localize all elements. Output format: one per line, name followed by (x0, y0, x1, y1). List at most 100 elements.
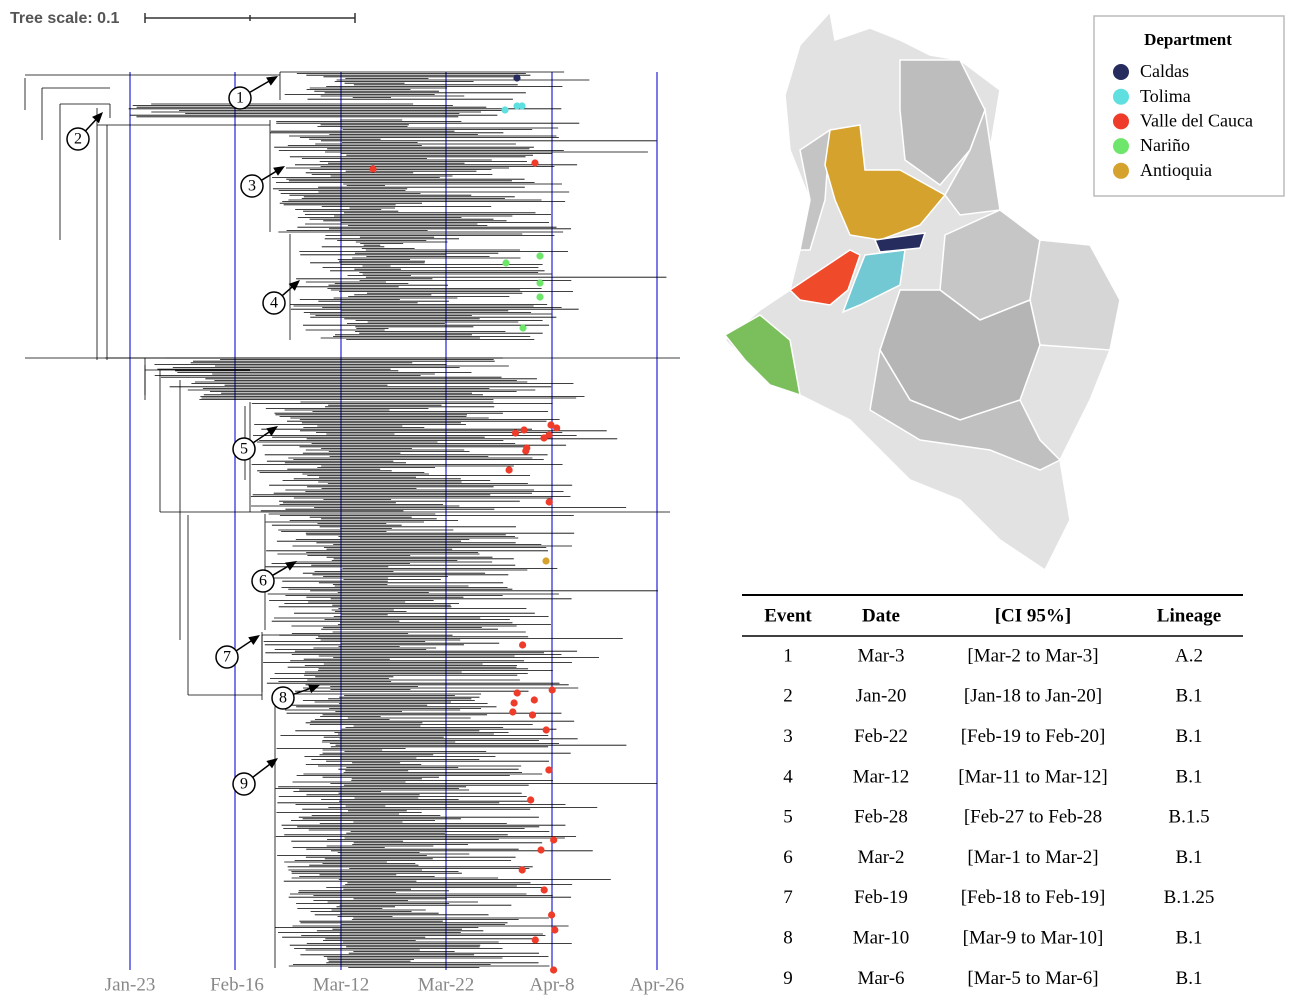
table-cell: A.2 (1175, 645, 1203, 666)
event-circle (66, 127, 90, 151)
sample-dot (545, 498, 553, 506)
table-cell: Mar-12 (853, 766, 910, 787)
table-cell: Feb-22 (854, 726, 908, 747)
event-number: 5 (240, 441, 248, 458)
event-arrowhead (248, 635, 260, 646)
event-circle (215, 645, 239, 669)
sample-dot (540, 434, 548, 442)
event-circle (240, 174, 264, 198)
event-arrowhead (92, 112, 103, 124)
event-number: 8 (279, 690, 287, 707)
legend-title: Department (1144, 30, 1232, 49)
table-cell: Jan-20 (856, 686, 907, 707)
tolima (841, 249, 906, 314)
sample-dot (509, 708, 517, 716)
sample-dot (531, 159, 539, 167)
table-cell: 8 (783, 927, 793, 948)
sample-dot (548, 686, 556, 694)
event-circle (232, 772, 256, 796)
sample-dot (518, 866, 526, 874)
table-cell: [Mar-9 to Mar-10] (963, 927, 1104, 948)
table-cell: B.1.25 (1164, 887, 1215, 908)
table-cell: Mar-6 (857, 968, 904, 989)
event-number: 4 (270, 295, 278, 312)
table-cell: B.1.5 (1168, 807, 1209, 828)
table-cell: [Jan-18 to Jan-20] (964, 686, 1102, 707)
event-arrow (293, 686, 313, 696)
sample-dot (519, 324, 527, 332)
table-cell: Mar-10 (853, 927, 910, 948)
event-arrowhead (308, 684, 320, 694)
table: Event Date [CI 95%] Lineage 1 Mar-3 [Mar-2 to … (742, 594, 1243, 989)
sample-dot (522, 447, 530, 455)
sample-dot (553, 424, 561, 432)
sample-dot (513, 102, 521, 110)
table-cell: 2 (783, 686, 793, 707)
antioquia (824, 124, 947, 241)
sample-dot (369, 165, 377, 173)
table-cell: B.1 (1176, 686, 1203, 707)
sample-dot (548, 911, 556, 919)
sample-dot (551, 926, 559, 934)
narino (723, 314, 801, 397)
date-label: Apr-8 (530, 974, 575, 995)
table-cell: [Feb-19 to Feb-20] (961, 726, 1106, 747)
event-circle (262, 291, 286, 315)
table-cell: [Mar-2 to Mar-3] (967, 645, 1098, 666)
scale-bar (144, 13, 356, 23)
legend-swatch (1113, 162, 1129, 179)
table-cell: 4 (783, 766, 793, 787)
sample-dot (505, 466, 513, 474)
sample-dot (511, 429, 520, 437)
table-header: [CI 95%] (995, 605, 1072, 626)
table-cell: 5 (783, 807, 793, 828)
table-cell: B.1 (1176, 766, 1203, 787)
table-cell: Feb-19 (854, 887, 908, 908)
sample-dot (550, 966, 558, 974)
sample-dot (513, 74, 521, 82)
event-arrowhead (266, 758, 278, 769)
legend-label: Antioquia (1140, 160, 1212, 180)
event-arrowhead (273, 166, 285, 176)
sample-dot (513, 689, 521, 697)
event-arrow (261, 169, 279, 181)
date-label: Mar-22 (418, 974, 475, 995)
table-cell: B.1 (1176, 726, 1203, 747)
legend-swatch (1113, 88, 1129, 105)
valle-del-cauca (788, 249, 861, 306)
sample-dot (520, 426, 528, 434)
table-cell: B.1 (1176, 927, 1203, 948)
sample-dot (518, 102, 526, 110)
date-label: Jan-23 (105, 974, 156, 995)
region (899, 59, 986, 187)
event-arrow (252, 429, 272, 444)
table-cell: Mar-3 (857, 645, 904, 666)
table-cell: [Feb-18 to Feb-19] (961, 887, 1106, 908)
table-cell: Mar-2 (857, 847, 904, 868)
region (1029, 239, 1121, 351)
date-label: Feb-16 (210, 974, 264, 995)
region (944, 107, 1001, 216)
table-header: Event (764, 605, 812, 626)
sample-dot (501, 106, 509, 114)
event-number: 1 (236, 90, 244, 107)
event-arrow (252, 762, 273, 778)
table-cell: 9 (783, 968, 793, 989)
event-arrow (235, 638, 254, 652)
date-label: Apr-26 (630, 974, 685, 995)
legend-items: Caldas Tolima Valle del Cauca Nariño Antioqu… (1113, 61, 1253, 180)
legend-label: Nariño (1140, 135, 1190, 155)
event-circle (232, 437, 256, 461)
sample-dot (542, 726, 550, 734)
sample-dot (540, 886, 548, 894)
table-cell: B.1 (1176, 847, 1203, 868)
event-number: 6 (259, 573, 267, 590)
table-cell: 3 (783, 726, 793, 747)
event-arrow (272, 564, 291, 577)
sample-dot (536, 293, 544, 301)
region (869, 347, 1062, 471)
caldas (873, 232, 927, 253)
table-cell: 6 (783, 847, 793, 868)
event-number: 2 (74, 131, 82, 148)
